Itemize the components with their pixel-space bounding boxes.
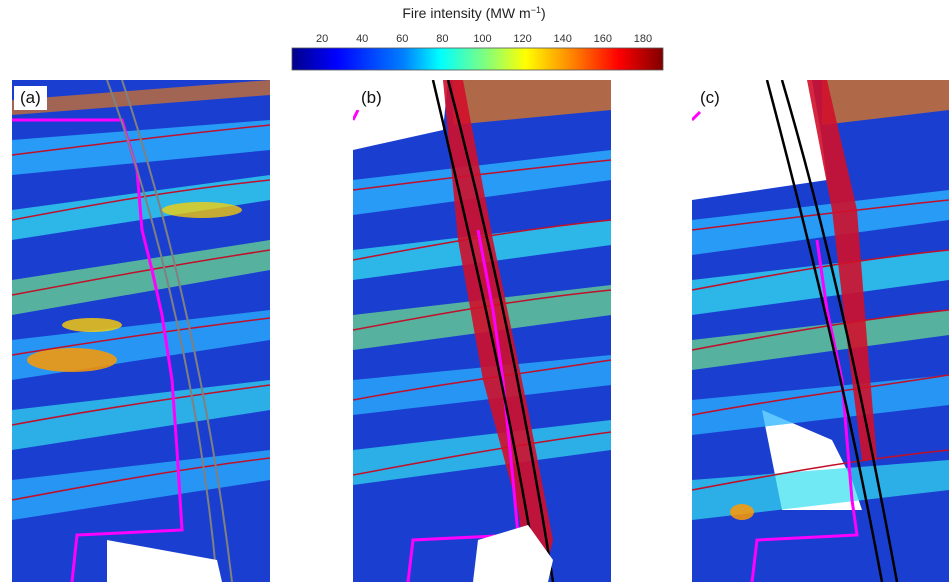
- fire-front-b: [443, 80, 553, 582]
- fire-front-c: [807, 80, 877, 460]
- colorbar-tick-label: 100: [473, 33, 491, 45]
- fire-boundary-c: [692, 110, 859, 582]
- colorbar-tick-label: 180: [634, 33, 652, 45]
- contour-lines-c: [692, 199, 949, 491]
- colorbar: Fire intensity (MW m−1) 20 40 60 80 100 120 14…: [291, 5, 664, 71]
- colorbar-tick-label: 120: [513, 33, 531, 45]
- colorbar-tick-label: 60: [396, 33, 408, 45]
- fire-intensity-map-a: [12, 80, 270, 582]
- colorbar-tick-labels: 20 40 60 80 100 120 140 160 180: [316, 33, 652, 45]
- colorbar-tick-label: 80: [436, 33, 448, 45]
- track-line-b: [431, 80, 540, 582]
- intensity-streaks-a: [12, 80, 270, 520]
- colorbar-gradient: [291, 47, 664, 71]
- contour-lines-a: [12, 124, 270, 501]
- colorbar-tick-label: 20: [316, 33, 328, 45]
- panel-a: (a): [12, 80, 270, 582]
- colorbar-tick-label: 140: [554, 33, 572, 45]
- panel-label-c: (c): [694, 86, 726, 110]
- colorbar-tick-label: 160: [594, 33, 612, 45]
- track-line-c: [765, 80, 884, 582]
- panel-label-b: (b): [355, 86, 388, 110]
- colorbar-tick-label: 40: [356, 33, 368, 45]
- panel-c: (c): [692, 80, 949, 582]
- fire-intensity-map-c: [692, 80, 949, 582]
- fire-boundary-b: [353, 109, 520, 582]
- panel-label-a: (a): [14, 86, 47, 110]
- colorbar-title: Fire intensity (MW m−1): [402, 5, 545, 21]
- track-line-a: [106, 80, 218, 582]
- panel-b: (b): [353, 80, 611, 582]
- fire-intensity-map-b: [353, 80, 611, 582]
